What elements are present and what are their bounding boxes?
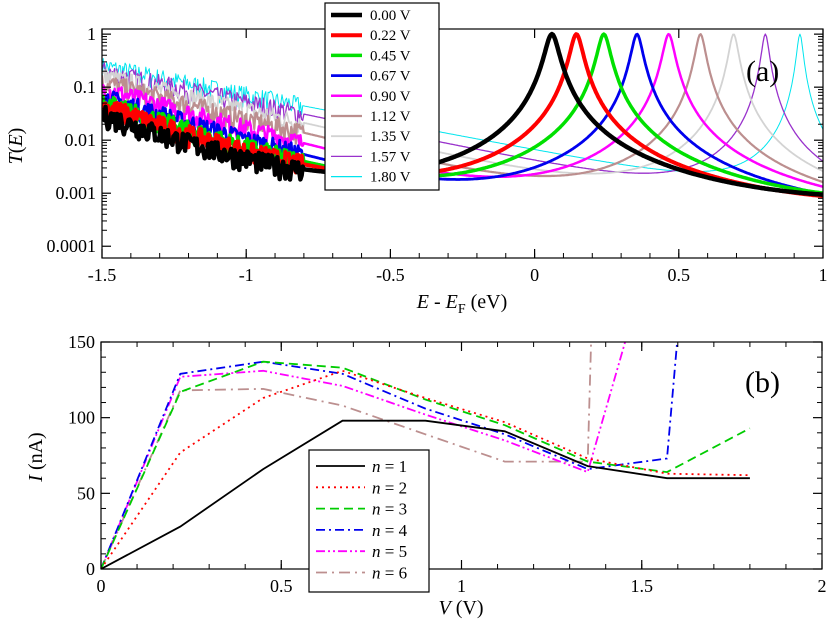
panel-a-legend-label: 0.45 V — [370, 48, 411, 64]
panel-a-xtick-label: 0 — [530, 265, 539, 285]
panel-a-xtick-label: -1 — [239, 265, 254, 285]
panel-a-xlabel: E - EF (eV) — [416, 291, 508, 317]
panel-a-xtick-label: -1.5 — [88, 265, 117, 285]
panel-b-legend-label: n = 1 — [372, 457, 407, 476]
panel-b-label: (b) — [745, 366, 780, 399]
panel-b-frame — [100, 341, 823, 570]
panel-a-xtick-label: 1 — [819, 265, 828, 285]
panel-b-ytick-label: 50 — [77, 483, 95, 503]
panel-a-legend-label: 1.12 V — [370, 109, 411, 125]
panel-a-xtick-label: 0.5 — [668, 265, 691, 285]
panel-a-ytick-label: 0.0001 — [47, 236, 97, 256]
panel-b-series-n3-line — [101, 360, 751, 569]
panel-b-series-n6-line — [101, 342, 592, 569]
panel-a-legend-label: 1.80 V — [370, 170, 411, 186]
panel-b-legend-label: n = 2 — [372, 478, 407, 497]
panel-a-legend-label: 0.22 V — [370, 28, 411, 44]
panel-b-legend-label: n = 4 — [372, 521, 408, 540]
panel-a-legend-label: 1.57 V — [370, 149, 411, 165]
panel-b-xlabel: V (V) — [439, 597, 484, 619]
panel-b-series-n4-line — [101, 342, 679, 569]
panel-a-xtick-label: -0.5 — [376, 265, 405, 285]
panel-b-ytick-label: 100 — [68, 408, 95, 428]
panel-a-legend: 0.00 V 0.22 V 0.45 V 0.67 V 0.90 V 1.12 V 1.35… — [324, 2, 440, 191]
panel-a-ylabel: T(E) — [5, 128, 27, 165]
panel-b-xtick-label: 2 — [818, 576, 827, 596]
panel-b-legend-label: n = 5 — [372, 542, 407, 561]
panel-a-transmission-chart: -1.5 -1 -0.5 0 0.5 1 1 0.1 0.01 0.001 0.0001 (a) T… — [5, 2, 828, 317]
panel-b-legend: n = 1 n = 2 n = 3 n = 4 n = 5 n = 6 — [308, 449, 430, 593]
panel-b-xtick-label: 0 — [97, 576, 106, 596]
panel-a-label: (a) — [746, 55, 779, 88]
panel-a-legend-label: 1.35 V — [370, 129, 411, 145]
panel-a-series-022v-line — [102, 32, 823, 199]
panel-a-frame — [101, 28, 824, 259]
panel-a-ytick-label: 0.01 — [65, 130, 97, 150]
panel-b-xtick-label: 1 — [457, 576, 466, 596]
panel-b-xtick-label: 0.5 — [270, 576, 293, 596]
panel-b-ytick-label: 150 — [68, 332, 95, 352]
panel-a-ytick-label: 1 — [87, 24, 96, 44]
panel-a-legend-label: 0.67 V — [370, 69, 411, 85]
panel-b-current-chart: 0 0.5 1 1.5 2 0 50 100 150 (b) I (nA) V (V) n = … — [25, 332, 827, 619]
panel-b-series-n1-line — [101, 419, 750, 569]
panel-a-ticks: -1.5 -1 -0.5 0 0.5 1 1 0.1 0.01 0.001 0.0001 — [47, 24, 828, 285]
panel-b-legend-label: n = 6 — [372, 564, 407, 583]
panel-a-series-135v-line — [102, 33, 823, 175]
panel-a-legend-label: 0.90 V — [370, 89, 411, 105]
panel-a-series-157v-line — [102, 33, 823, 174]
panel-a-series-000v-line — [102, 31, 823, 197]
panel-a-ytick-label: 0.001 — [56, 183, 97, 203]
panel-a-ytick-label: 0.1 — [74, 77, 97, 97]
panel-a-curves — [102, 31, 823, 199]
panel-b-series-n5-line — [101, 342, 627, 569]
panel-b-ytick-label: 0 — [86, 559, 95, 579]
panel-b-legend-label: n = 3 — [372, 500, 407, 519]
panel-b-ticks: 0 0.5 1 1.5 2 0 50 100 150 — [68, 332, 827, 596]
panel-b-curves — [101, 342, 751, 569]
panel-b-ylabel: I (nA) — [25, 432, 47, 482]
panel-a-legend-label: 0.00 V — [370, 8, 411, 24]
panel-b-xtick-label: 1.5 — [631, 576, 654, 596]
